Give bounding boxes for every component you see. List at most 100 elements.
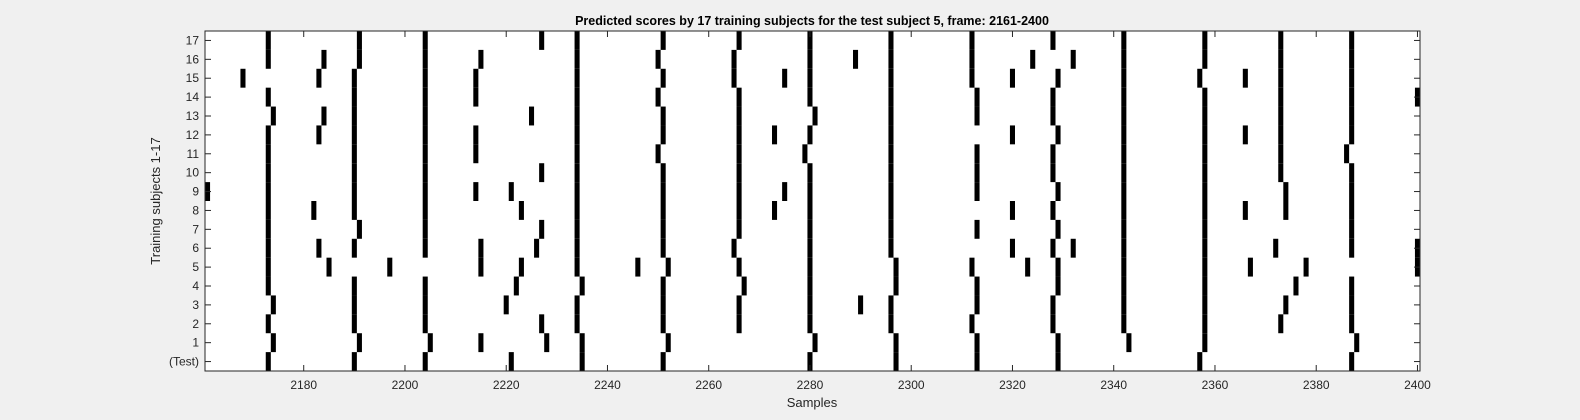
- heatmap-cell: [1055, 276, 1061, 296]
- heatmap-cell: [240, 68, 246, 88]
- heatmap-cell: [1202, 295, 1208, 315]
- heatmap-cell: [812, 106, 818, 126]
- heatmap-cell: [574, 87, 580, 107]
- heatmap-cell: [660, 125, 666, 145]
- heatmap-cell: [351, 87, 357, 107]
- heatmap-cell: [356, 333, 362, 353]
- heatmap-cell: [660, 352, 666, 371]
- heatmap-cell: [422, 163, 428, 183]
- heatmap-cell: [969, 314, 975, 334]
- heatmap-cell: [1050, 106, 1056, 126]
- heatmap-cell: [574, 163, 580, 183]
- chart-title: Predicted scores by 17 training subjects…: [575, 14, 1049, 28]
- heatmap-cell: [1121, 144, 1127, 164]
- heatmap-cell: [351, 238, 357, 258]
- heatmap-cell: [974, 352, 980, 371]
- x-axis-label: Samples: [787, 395, 838, 410]
- heatmap-cell: [351, 201, 357, 220]
- heatmap-cell: [503, 295, 509, 315]
- y-tick-label: 13: [186, 109, 200, 123]
- heatmap-cell: [351, 295, 357, 315]
- heatmap-cell: [422, 49, 428, 69]
- heatmap-cell: [1070, 238, 1076, 258]
- heatmap-cell: [807, 257, 813, 277]
- heatmap-cell: [579, 333, 585, 353]
- heatmap-cell: [478, 238, 484, 258]
- x-tick-label: 2320: [999, 378, 1026, 392]
- heatmap-cell: [1349, 87, 1355, 107]
- heatmap-cell: [539, 314, 545, 334]
- heatmap-cell: [974, 163, 980, 183]
- heatmap-cell: [660, 219, 666, 239]
- heatmap-cell: [1349, 352, 1355, 371]
- heatmap-cell: [356, 219, 362, 239]
- heatmap-cell: [316, 68, 322, 88]
- heatmap-cell: [539, 219, 545, 239]
- heatmap-cell: [1349, 68, 1355, 88]
- heatmap-cell: [1055, 333, 1061, 353]
- axes-box: [204, 30, 1421, 372]
- heatmap-cell: [422, 219, 428, 239]
- heatmap-cell: [478, 333, 484, 353]
- heatmap-cell: [513, 276, 519, 296]
- heatmap-cell: [1278, 106, 1284, 126]
- heatmap-cell: [888, 49, 894, 69]
- heatmap-cell: [1202, 87, 1208, 107]
- heatmap-cell: [422, 144, 428, 164]
- heatmap-cell: [544, 333, 550, 353]
- heatmap-cell: [1121, 49, 1127, 69]
- heatmap-cell: [736, 106, 742, 126]
- y-tick-label: 16: [186, 52, 200, 66]
- y-tick-label: 10: [186, 166, 200, 180]
- heatmap-cell: [1278, 144, 1284, 164]
- heatmap-cell: [265, 144, 271, 164]
- heatmap-cell: [265, 87, 271, 107]
- heatmap-cell: [265, 125, 271, 145]
- heatmap-cell: [1121, 295, 1127, 315]
- x-tick-label: 2380: [1303, 378, 1330, 392]
- heatmap-cell: [736, 163, 742, 183]
- heatmap-cell: [858, 295, 864, 315]
- heatmap-cell: [807, 49, 813, 69]
- heatmap-cell: [351, 106, 357, 126]
- heatmap-cell: [574, 106, 580, 126]
- heatmap-cell: [736, 144, 742, 164]
- heatmap-cell: [660, 295, 666, 315]
- heatmap-cell: [1121, 276, 1127, 296]
- heatmap-cell: [1278, 49, 1284, 69]
- heatmap-cell: [265, 352, 271, 371]
- heatmap-cell: [736, 314, 742, 334]
- heatmap-cell: [1025, 257, 1031, 277]
- x-tick-label: 2280: [797, 378, 824, 392]
- y-tick-label: 1: [192, 336, 199, 350]
- y-tick-label: 14: [186, 90, 200, 104]
- heatmap-cell: [807, 68, 813, 88]
- heatmap-cell: [1202, 238, 1208, 258]
- heatmap-cell: [893, 276, 899, 296]
- heatmap-cell: [422, 276, 428, 296]
- heatmap-cell: [1121, 314, 1127, 334]
- heatmap-cell: [574, 68, 580, 88]
- heatmap-cell: [736, 182, 742, 201]
- heatmap-cell: [1247, 257, 1253, 277]
- heatmap-cell: [807, 352, 813, 371]
- x-tick-label: 2240: [594, 378, 621, 392]
- heatmap-cell: [270, 333, 276, 353]
- heatmap-cell: [807, 276, 813, 296]
- heatmap-cell: [1293, 276, 1299, 296]
- y-tick-label: 5: [192, 260, 199, 274]
- heatmap-cell: [660, 68, 666, 88]
- heatmap-cell: [473, 182, 479, 201]
- heatmap-cell: [812, 333, 818, 353]
- heatmap-cell: [1050, 314, 1056, 334]
- heatmap-cell: [736, 219, 742, 239]
- heatmap-cell: [1050, 144, 1056, 164]
- y-tick-label: 4: [192, 279, 199, 293]
- heatmap-cell: [660, 182, 666, 201]
- heatmap-cell: [660, 201, 666, 220]
- heatmap-cell: [1202, 276, 1208, 296]
- heatmap-cell: [351, 352, 357, 371]
- heatmap-cell: [1121, 87, 1127, 107]
- heatmap-cell: [539, 163, 545, 183]
